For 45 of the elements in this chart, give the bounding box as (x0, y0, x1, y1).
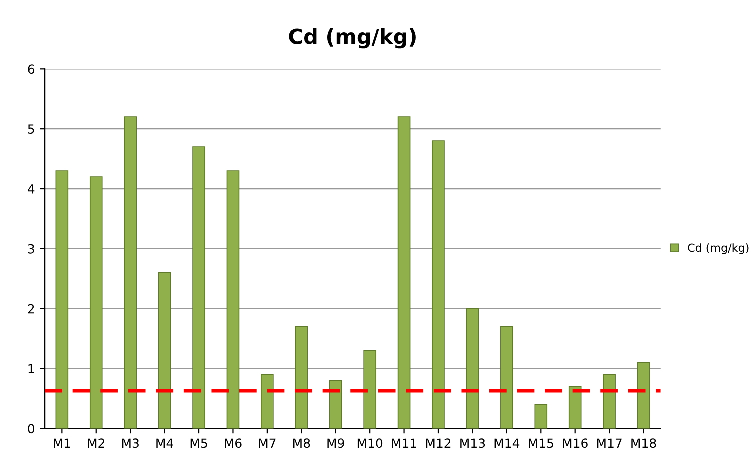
bar (192, 146, 206, 429)
bar (432, 140, 445, 429)
bar (500, 326, 514, 429)
x-tick-label: M2 (88, 438, 104, 448)
y-tick-label: 1 (28, 364, 34, 374)
x-tick-label: M11 (392, 438, 416, 448)
y-tick-label: 3 (28, 244, 34, 254)
bar (568, 386, 582, 429)
bar (637, 362, 650, 429)
bar (56, 170, 69, 429)
y-tick-label: 4 (28, 184, 35, 194)
bar (603, 374, 616, 429)
x-tick-label: M9 (328, 438, 344, 448)
x-tick-label: M10 (358, 438, 383, 448)
x-tick-label: M12 (426, 438, 451, 448)
y-tick-label: 0 (28, 424, 35, 434)
x-tick-label: M8 (294, 438, 310, 448)
bar (466, 308, 480, 429)
x-tick-label: M3 (122, 438, 139, 448)
y-tick-label: 6 (28, 64, 35, 74)
legend-label: Cd (mg/kg) (688, 244, 749, 254)
bar (329, 380, 342, 429)
x-tick-label: M5 (190, 438, 208, 448)
bar (398, 116, 411, 429)
bar (226, 170, 240, 429)
y-tick-label: 2 (28, 304, 34, 314)
bar (534, 404, 548, 429)
x-tick-label: M7 (259, 438, 276, 448)
bar (295, 326, 308, 429)
x-tick-label: M14 (494, 438, 520, 448)
x-tick-label: M16 (563, 438, 588, 448)
chart-title: Cd (mg/kg) (289, 28, 416, 49)
x-tick-label: M4 (156, 438, 174, 448)
bar (90, 176, 103, 429)
bar (364, 350, 376, 429)
bar (124, 116, 137, 429)
x-tick-label: M1 (54, 438, 70, 448)
x-tick-label: M17 (597, 438, 622, 448)
x-tick-label: M18 (632, 438, 656, 448)
x-tick-label: M15 (529, 438, 554, 448)
x-tick-label: M13 (460, 438, 486, 448)
bar (261, 374, 274, 429)
bar (158, 272, 172, 429)
y-tick-label: 5 (28, 124, 34, 134)
x-tick-label: M6 (225, 438, 242, 448)
